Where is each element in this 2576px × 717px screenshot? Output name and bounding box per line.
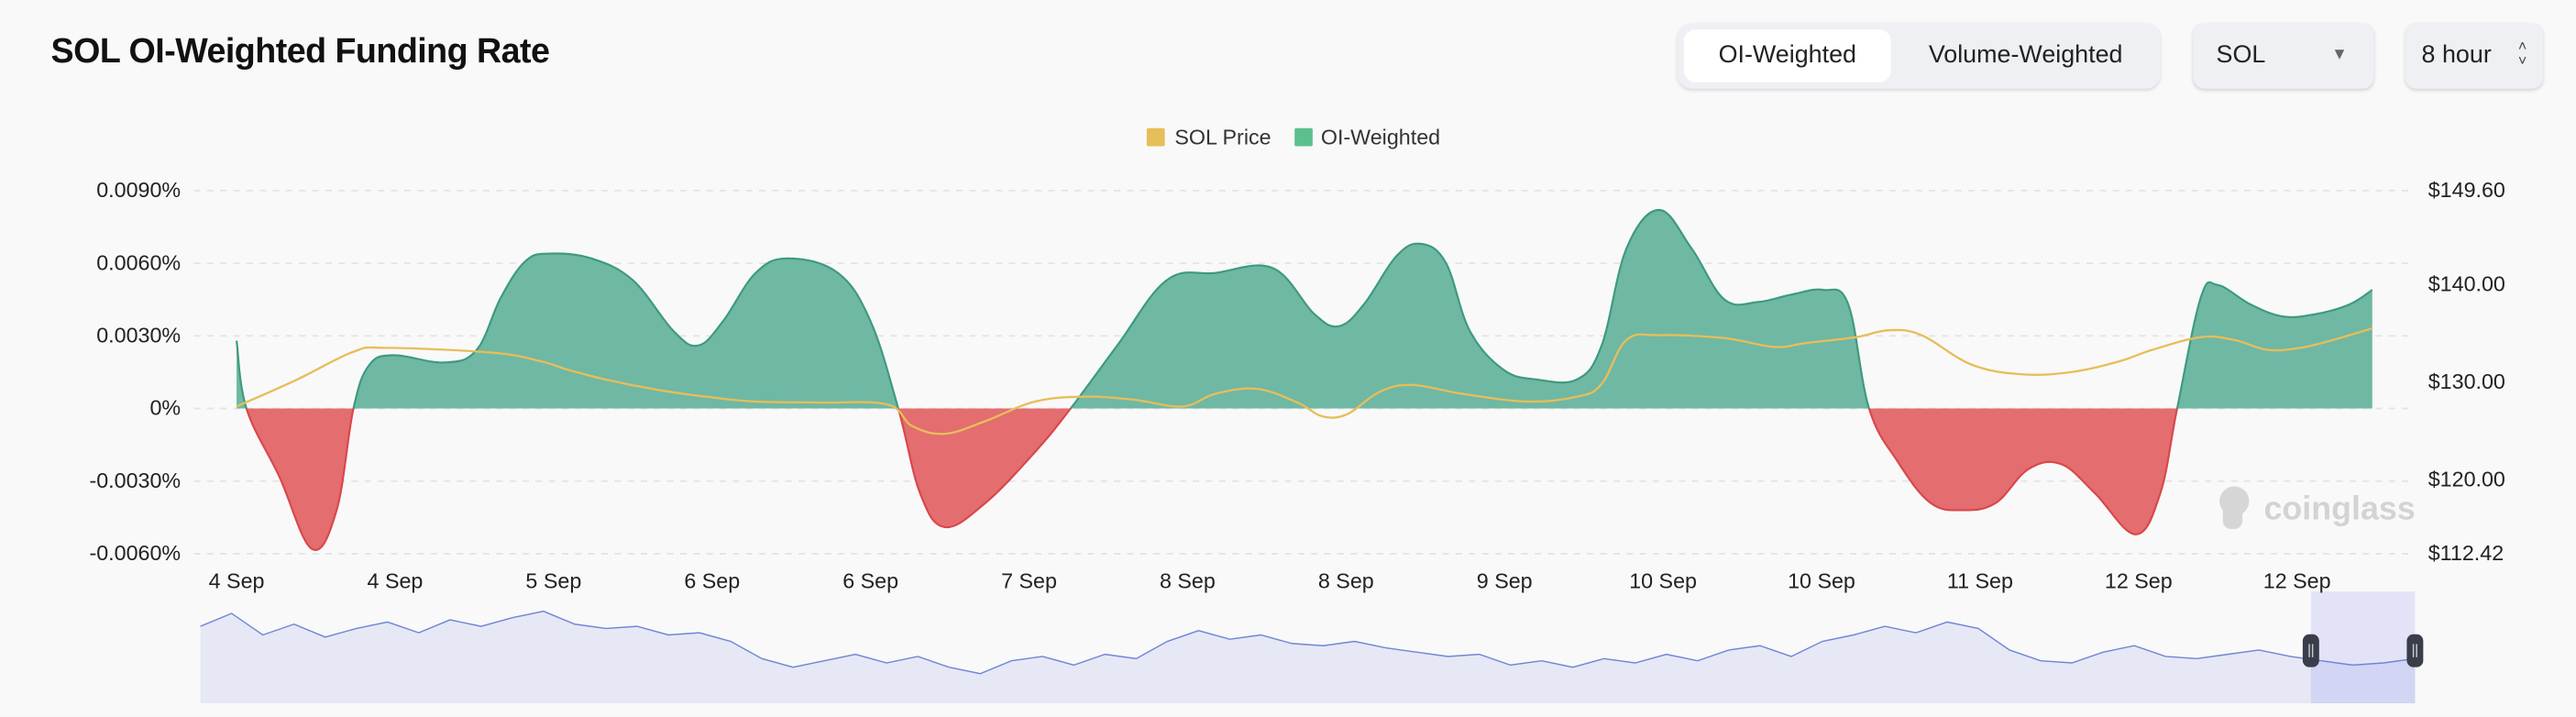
navigator-left-handle[interactable]	[2302, 634, 2319, 667]
funding-negative-area	[246, 408, 2177, 550]
tab-volume-weighted[interactable]: Volume-Weighted	[1928, 40, 2123, 70]
y-left-tick-label: -0.0060%	[89, 541, 181, 565]
page-title: SOL OI-Weighted Funding Rate	[50, 32, 550, 72]
navigator-line	[200, 610, 2416, 675]
y-left-tick-label: 0%	[149, 396, 181, 420]
legend-swatch-price[interactable]	[1146, 127, 1165, 147]
legend-label-oi[interactable]: OI-Weighted	[1321, 126, 1440, 149]
tab-oi-weighted[interactable]: OI-Weighted	[1683, 29, 1891, 83]
navigator-selection[interactable]	[2310, 591, 2416, 704]
legend-swatch-oi[interactable]	[1294, 127, 1313, 147]
y-right-tick-label: $149.60	[2428, 178, 2505, 202]
x-tick-label: 10 Sep	[1788, 569, 1855, 593]
chevron-down-icon: ▼	[2331, 46, 2348, 64]
x-tick-label: 12 Sep	[2263, 569, 2331, 593]
coinglass-watermark: coinglass	[2219, 486, 2416, 530]
y-left-tick-label: -0.0030%	[89, 469, 181, 492]
interval-select[interactable]: 8 hour ˄ ˅	[2405, 23, 2544, 89]
navigator-right-handle[interactable]	[2406, 634, 2424, 667]
navigator-area	[200, 611, 2416, 704]
x-tick-label: 6 Sep	[684, 569, 740, 593]
up-down-chevron-icon: ˄ ˅	[2517, 38, 2527, 70]
x-tick-label: 4 Sep	[368, 569, 424, 593]
legend: SOL Price OI-Weighted	[1146, 126, 1440, 149]
y-right-tick-label: $140.00	[2428, 271, 2505, 295]
x-tick-label: 9 Sep	[1477, 569, 1533, 593]
x-tick-label: 8 Sep	[1160, 569, 1216, 593]
sol-price-line	[236, 326, 2373, 436]
x-tick-label: 4 Sep	[209, 569, 265, 593]
y-right-tick-label: $120.00	[2428, 467, 2505, 491]
x-tick-label: 11 Sep	[1947, 569, 2013, 593]
funding-positive-line	[235, 208, 2373, 409]
x-tick-label: 10 Sep	[1629, 569, 1697, 593]
funding-negative-line	[245, 408, 2179, 551]
y-right-tick-label: $112.42	[2428, 541, 2504, 565]
y-left-tick-label: 0.0060%	[96, 250, 181, 274]
svg-text:coinglass: coinglass	[2264, 490, 2416, 526]
legend-label-price[interactable]: SOL Price	[1174, 126, 1271, 149]
x-tick-label: 6 Sep	[842, 569, 898, 593]
coin-select-value: SOL	[2216, 40, 2266, 70]
y-left-tick-label: 0.0090%	[96, 178, 181, 202]
x-tick-label: 8 Sep	[1318, 569, 1374, 593]
coin-select[interactable]: SOL ▼	[2193, 23, 2374, 89]
weighting-toggle: OI-Weighted Volume-Weighted	[1677, 23, 2161, 89]
x-tick-label: 5 Sep	[525, 569, 581, 593]
interval-select-value: 8 hour	[2421, 40, 2492, 70]
funding-positive-area	[237, 210, 2372, 409]
x-tick-label: 12 Sep	[2105, 569, 2173, 593]
y-left-tick-label: 0.0030%	[96, 323, 181, 347]
x-tick-label: 7 Sep	[1001, 569, 1057, 593]
y-right-tick-label: $130.00	[2428, 370, 2505, 393]
